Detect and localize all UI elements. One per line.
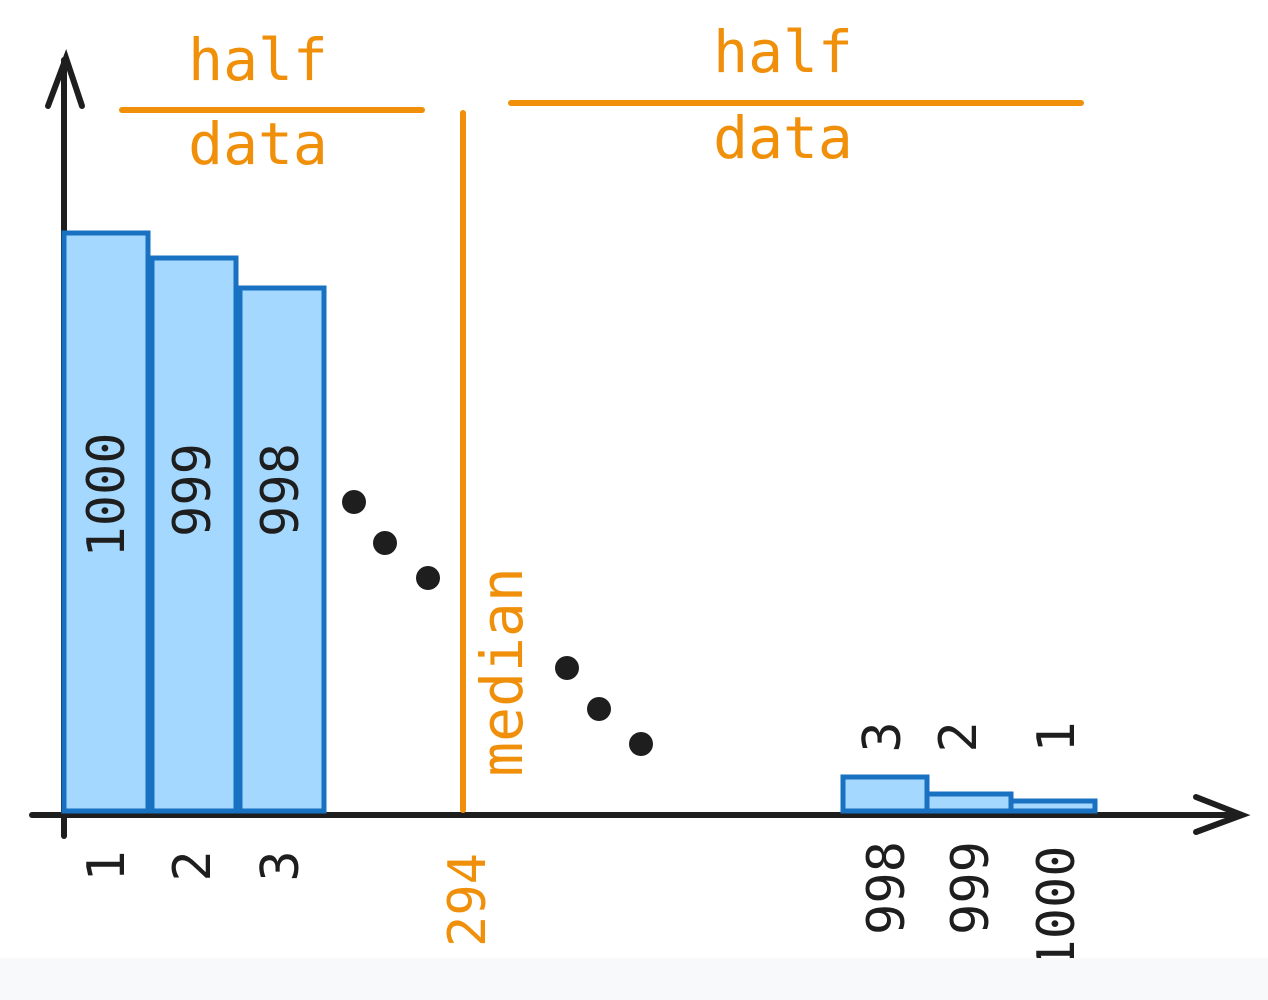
ellipsis-dot — [373, 531, 397, 555]
ellipsis-dot — [342, 490, 366, 514]
left-half-label: half — [188, 26, 328, 94]
bar-1 — [61, 230, 151, 814]
bar-2 — [149, 255, 239, 814]
bar-3 — [237, 285, 327, 814]
x-tick-label: 1 — [77, 850, 137, 881]
bottom-strip — [0, 958, 1268, 1000]
bar-value-label: 2 — [929, 721, 989, 752]
right-half-label: half — [713, 18, 853, 86]
bar-value-label: 3 — [853, 721, 913, 752]
x-tick-label: 998 — [857, 841, 917, 935]
ellipsis-dot — [629, 732, 653, 756]
x-axis-arrowhead — [1193, 794, 1251, 835]
bar-999 — [924, 791, 1014, 814]
y-axis-arrowhead — [45, 49, 85, 109]
bar-998 — [840, 774, 930, 814]
bar-value-label: 999 — [163, 443, 223, 537]
bar-value-label: 1000 — [77, 432, 137, 557]
x-tick-label: 3 — [251, 850, 311, 881]
x-tick-label: 999 — [941, 841, 1001, 935]
ellipsis-dot — [587, 697, 611, 721]
right-data-label: data — [713, 104, 853, 172]
x-tick-label: 2 — [163, 850, 223, 881]
x-tick-label: 1000 — [1027, 845, 1087, 970]
ellipsis-dot — [555, 656, 579, 680]
bar-1000 — [1008, 798, 1098, 814]
bar-value-label: 1 — [1027, 721, 1087, 752]
ellipsis-dot — [416, 566, 440, 590]
median-label: median — [468, 567, 536, 777]
left-data-label: data — [188, 110, 328, 178]
median-tick-label: 294 — [438, 853, 498, 947]
bar-value-label: 998 — [251, 443, 311, 537]
